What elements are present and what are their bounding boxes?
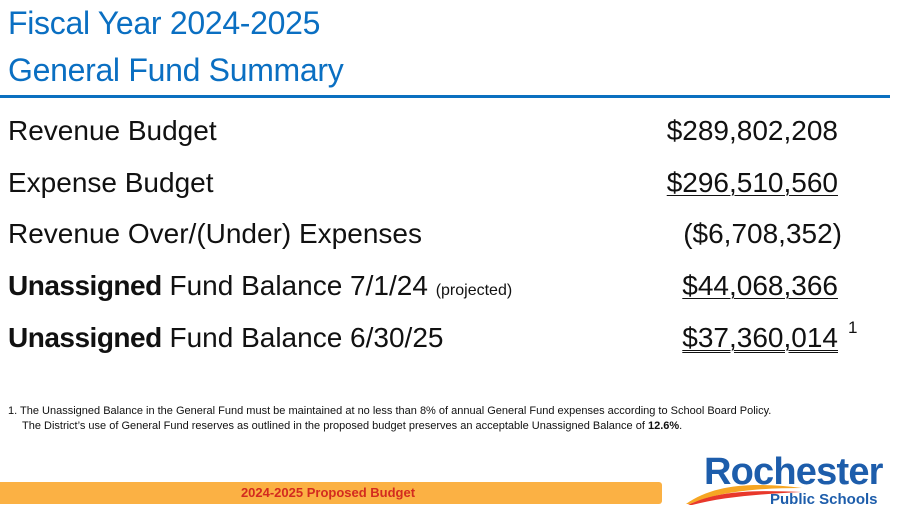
footer-label: 2024-2025 Proposed Budget xyxy=(240,485,416,500)
footnote-line-2: The District’s use of General Fund reser… xyxy=(8,419,771,434)
amount-fund-balance-start: $44,068,366 xyxy=(682,270,838,301)
row-label-note: (projected) xyxy=(435,282,513,299)
footnote-line-2-end: . xyxy=(679,420,683,432)
row-label-bold: Unassigned xyxy=(8,270,162,301)
logo-name: Rochester xyxy=(704,451,883,493)
footer-bar: 2024-2025 Proposed Budget xyxy=(0,482,662,504)
logo-subtitle: Public Schools xyxy=(770,491,878,508)
row-label-bold: Unassigned xyxy=(8,322,162,353)
row-fund-balance-start: Unassigned Fund Balance 7/1/24 (projecte… xyxy=(8,266,868,306)
footnote-marker: 1 xyxy=(848,318,858,337)
row-label: Expense Budget xyxy=(8,167,214,198)
logo-swoosh-icon xyxy=(686,485,802,505)
row-expense-budget: Expense Budget xyxy=(8,163,868,203)
row-label: Revenue Over/(Under) Expenses xyxy=(8,218,422,249)
title-line-1: Fiscal Year 2024-2025 xyxy=(8,5,321,41)
amount-expense-budget: $296,510,560 xyxy=(666,167,838,198)
amount-revenue-budget: $289,802,208 xyxy=(666,115,838,146)
row-revenue-over-under: Revenue Over/(Under) Expenses xyxy=(8,214,868,254)
title-divider xyxy=(0,95,890,98)
rochester-logo: Rochester Public Schools xyxy=(684,451,916,512)
amount-revenue-over-under: ($6,708,352) xyxy=(683,218,842,249)
row-label: Fund Balance 7/1/24 xyxy=(161,270,436,301)
row-revenue-budget: Revenue Budget xyxy=(8,111,868,151)
row-fund-balance-end: Unassigned Fund Balance 6/30/25 xyxy=(8,318,868,358)
title-line-2: General Fund Summary xyxy=(8,52,344,88)
footnote-percentage: 12.6% xyxy=(647,420,680,432)
footnote: 1. The Unassigned Balance in the General… xyxy=(8,404,771,434)
footnote-line-2-text: The District’s use of General Fund reser… xyxy=(22,420,648,432)
row-label: Fund Balance 6/30/25 xyxy=(161,322,444,353)
footnote-line-1: 1. The Unassigned Balance in the General… xyxy=(8,405,772,417)
amount-fund-balance-end: $37,360,014 xyxy=(682,322,838,353)
row-label: Revenue Budget xyxy=(8,115,217,146)
